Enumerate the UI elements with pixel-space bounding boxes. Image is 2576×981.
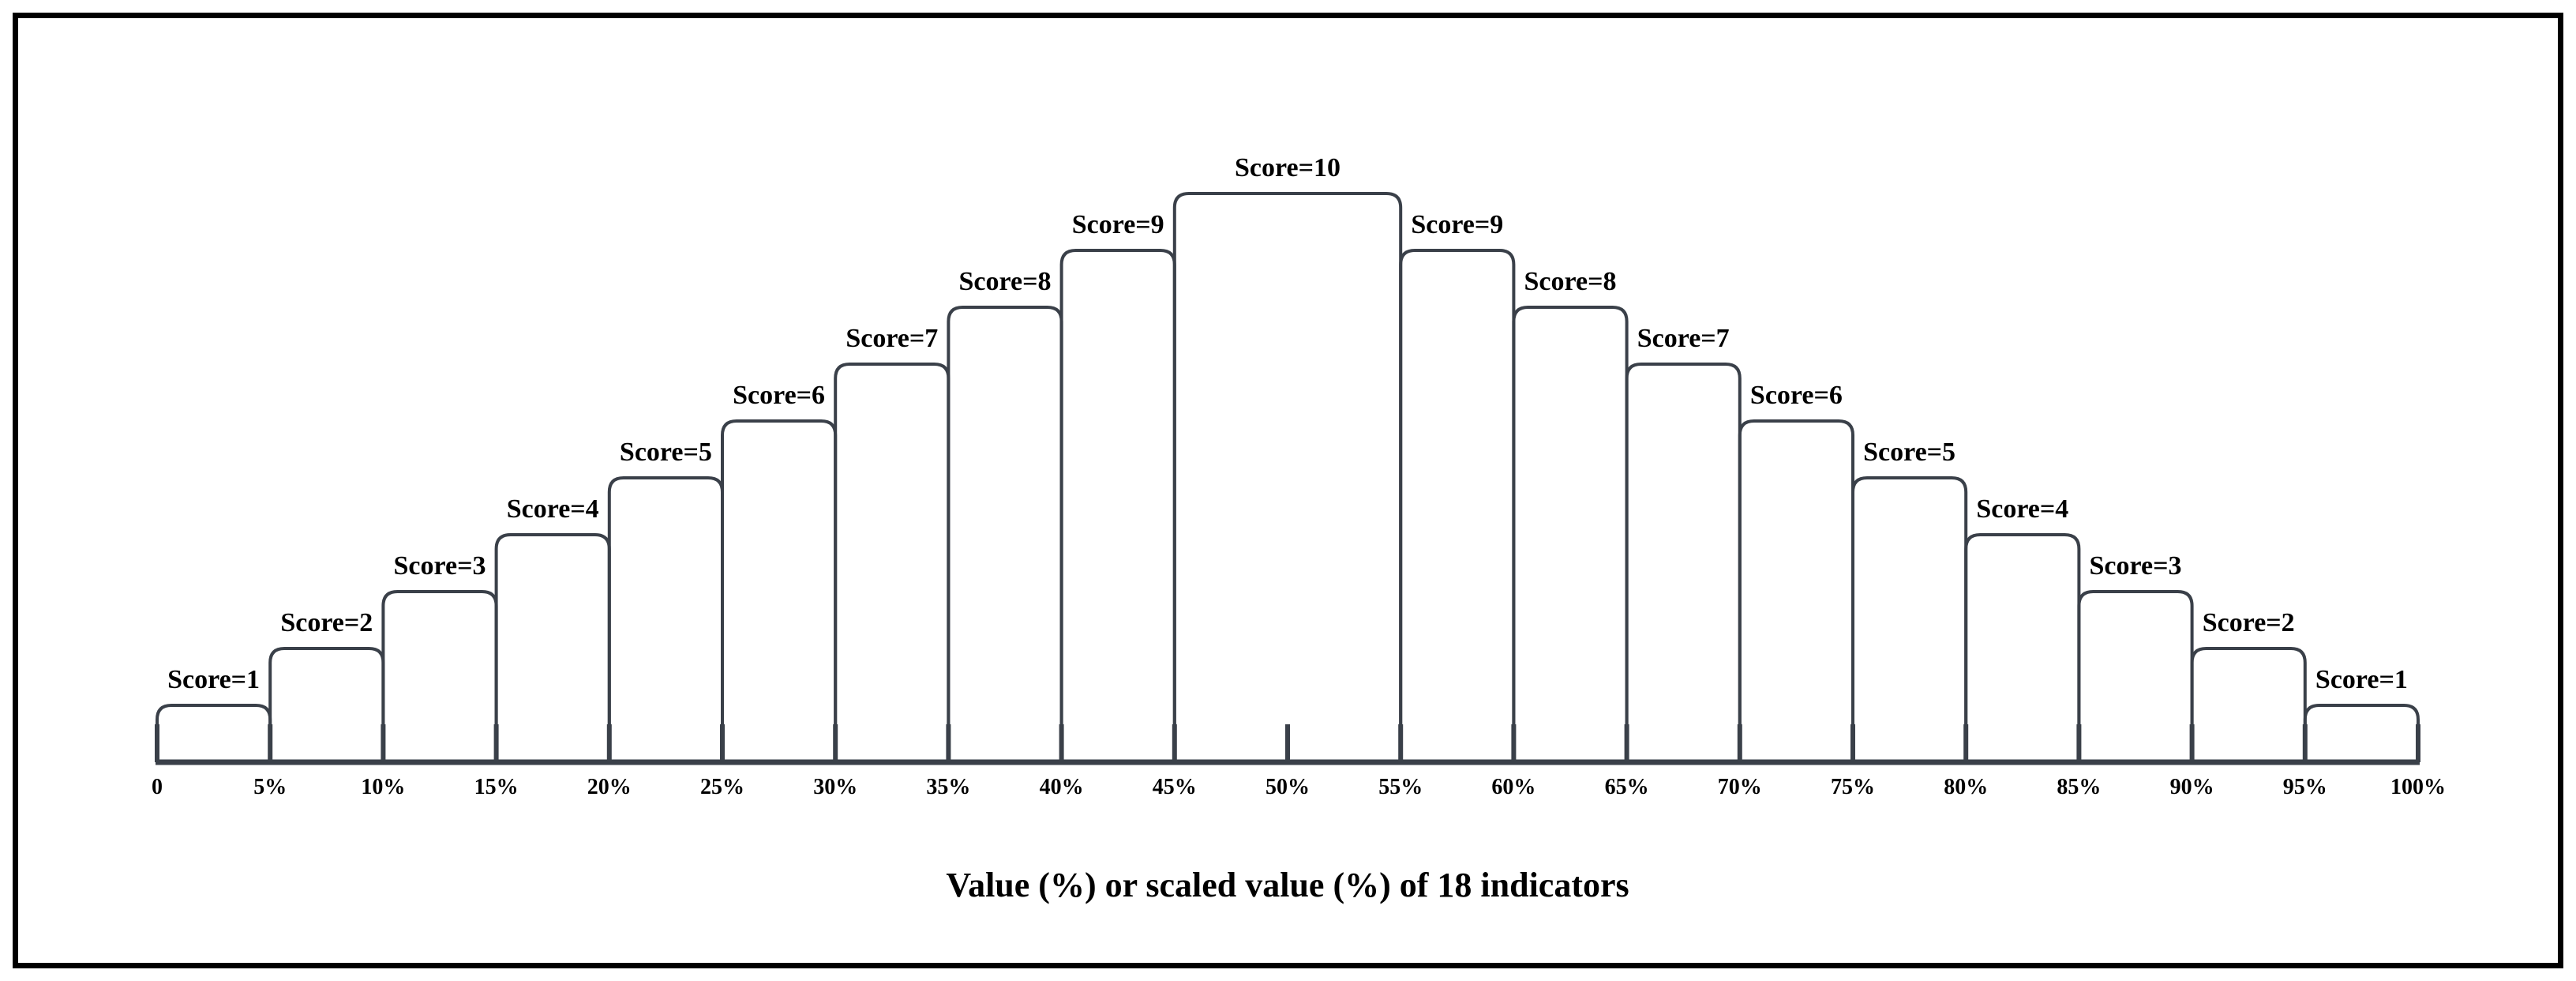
x-tick-label-5: 25% bbox=[700, 775, 744, 799]
score-label-14: Score=5 bbox=[1863, 438, 1955, 467]
score-step-4 bbox=[607, 476, 724, 762]
score-step-11 bbox=[1512, 306, 1629, 762]
score-steps bbox=[156, 192, 2420, 762]
score-step-0 bbox=[156, 704, 272, 762]
score-step-2 bbox=[381, 590, 498, 762]
score-step-15 bbox=[1964, 533, 2081, 762]
score-label-16: Score=3 bbox=[2090, 551, 2182, 581]
score-step-16 bbox=[2077, 590, 2194, 762]
x-axis-ticks bbox=[155, 724, 2420, 762]
score-label-13: Score=6 bbox=[1750, 381, 1843, 410]
x-tick-label-6: 30% bbox=[813, 775, 857, 799]
score-label-7: Score=8 bbox=[959, 267, 1052, 296]
score-step-12 bbox=[1625, 363, 1742, 762]
x-tick-label-0: 0 bbox=[152, 775, 163, 799]
score-step-8 bbox=[1059, 249, 1176, 762]
x-tick-label-10: 50% bbox=[1266, 775, 1310, 799]
x-tick-label-19: 95% bbox=[2283, 775, 2327, 799]
score-label-8: Score=9 bbox=[1072, 210, 1164, 239]
x-tick-label-9: 45% bbox=[1153, 775, 1197, 799]
x-axis-title: Value (%) or scaled value (%) of 18 indi… bbox=[946, 866, 1629, 904]
score-step-13 bbox=[1738, 419, 1854, 762]
score-step-1 bbox=[268, 647, 385, 762]
score-labels: Score=1 Score=2 Score=3 Score=4 Score=5 Score… bbox=[167, 153, 2408, 694]
x-tick-label-13: 65% bbox=[1605, 775, 1649, 799]
x-tick-label-7: 35% bbox=[926, 775, 970, 799]
score-label-1: Score=2 bbox=[280, 608, 373, 637]
x-tick-label-14: 70% bbox=[1718, 775, 1762, 799]
chart-frame: Score=1 Score=2 Score=3 Score=4 Score=5 Score… bbox=[13, 13, 2563, 968]
score-label-12: Score=7 bbox=[1637, 324, 1730, 353]
score-label-3: Score=4 bbox=[507, 494, 599, 524]
score-label-10: Score=9 bbox=[1411, 210, 1503, 239]
x-tick-label-3: 15% bbox=[474, 775, 519, 799]
score-label-6: Score=7 bbox=[846, 324, 938, 353]
x-tick-label-15: 75% bbox=[1831, 775, 1875, 799]
x-axis-tick-labels: 0 5% 10% 15% 20% 25% 30% 35% 40% 45% 50% 55% 60% 65% 7… bbox=[152, 775, 2446, 799]
x-tick-label-8: 40% bbox=[1040, 775, 1084, 799]
score-step-14 bbox=[1851, 476, 1968, 762]
score-label-18: Score=1 bbox=[2315, 665, 2408, 694]
x-tick-label-12: 60% bbox=[1491, 775, 1535, 799]
x-tick-label-18: 90% bbox=[2170, 775, 2214, 799]
x-tick-label-11: 55% bbox=[1378, 775, 1423, 799]
score-label-9: Score=10 bbox=[1235, 153, 1340, 182]
score-step-chart: Score=1 Score=2 Score=3 Score=4 Score=5 Score… bbox=[152, 153, 2446, 904]
score-step-9 bbox=[1172, 192, 1403, 762]
score-label-15: Score=4 bbox=[1976, 494, 2068, 524]
x-tick-label-16: 80% bbox=[1944, 775, 1988, 799]
score-label-11: Score=8 bbox=[1524, 267, 1617, 296]
x-tick-label-20: 100% bbox=[2390, 775, 2446, 799]
score-step-7 bbox=[947, 306, 1063, 762]
score-step-10 bbox=[1399, 249, 1516, 762]
x-tick-label-1: 5% bbox=[253, 775, 287, 799]
x-tick-label-4: 20% bbox=[587, 775, 632, 799]
score-label-4: Score=5 bbox=[620, 438, 712, 467]
score-label-5: Score=6 bbox=[733, 381, 825, 410]
score-step-6 bbox=[834, 363, 951, 762]
score-label-0: Score=1 bbox=[167, 665, 260, 694]
score-step-18 bbox=[2303, 704, 2420, 762]
score-label-2: Score=3 bbox=[394, 551, 486, 581]
score-step-17 bbox=[2190, 647, 2307, 762]
x-tick-label-2: 10% bbox=[361, 775, 405, 799]
score-label-17: Score=2 bbox=[2203, 608, 2295, 637]
x-tick-label-17: 85% bbox=[2057, 775, 2101, 799]
score-step-5 bbox=[721, 419, 838, 762]
score-step-3 bbox=[494, 533, 611, 762]
